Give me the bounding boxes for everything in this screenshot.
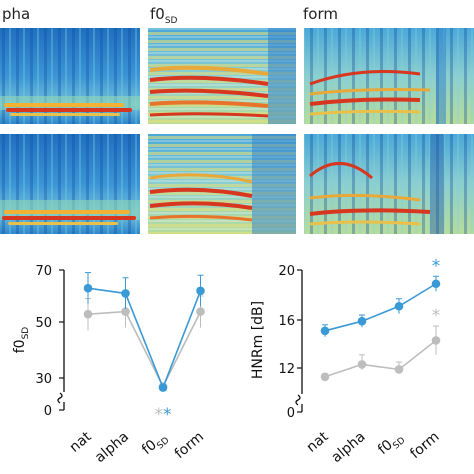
data-point: [121, 289, 130, 298]
spectrogram-alpha-1: [0, 28, 140, 124]
y-axis-title: HNRm [dB]: [250, 301, 266, 379]
series-1: [320, 325, 441, 382]
data-point: [431, 279, 441, 289]
series-0: [83, 272, 205, 392]
x-tick-label: form: [407, 429, 442, 462]
significance-marker: *: [432, 256, 441, 276]
y-tick-label: 50: [35, 316, 52, 331]
data-point: [357, 316, 367, 326]
y-tick-label: 20: [278, 264, 295, 279]
series-0-line: [324, 283, 437, 332]
series-1-line: [324, 339, 437, 378]
series-0-line: [87, 287, 202, 390]
spectrogram-label-alpha: pha: [2, 5, 30, 23]
data-point: [158, 383, 168, 392]
y-axis-title: f0SD: [12, 327, 31, 354]
spectrogram-alpha-2: [0, 134, 140, 234]
data-point: [83, 283, 93, 293]
data-point: [394, 365, 404, 374]
y-tick-label: 0: [44, 404, 52, 419]
series-0: [320, 275, 441, 337]
series-1: [83, 295, 205, 391]
spectrogram-f0sd-2: [148, 134, 296, 234]
spectrogram-form-1: [304, 28, 474, 124]
series-1-line: [87, 310, 202, 389]
data-point: [121, 307, 130, 316]
x-tick-label: alpha: [329, 429, 369, 466]
data-point: [394, 301, 404, 311]
x-tick-label: nat: [304, 428, 332, 455]
data-point: [196, 286, 205, 296]
significance-marker: *: [432, 306, 441, 326]
data-point: [83, 309, 93, 319]
axis-break: [57, 392, 63, 404]
x-tick-label: f0SD: [375, 429, 408, 461]
y-tick-label: 30: [35, 372, 52, 387]
spectrogram-form-2: [304, 134, 474, 234]
spectrogram-label-form: form: [303, 5, 338, 23]
data-point: [320, 326, 330, 336]
y-tick-label: 12: [278, 362, 295, 377]
data-point: [431, 336, 441, 345]
data-point: [196, 307, 205, 316]
y-tick-label: 16: [278, 314, 295, 329]
axis-break: [295, 394, 301, 406]
y-tick-label: 0: [287, 406, 295, 421]
significance-marker: **: [155, 405, 172, 425]
x-tick-label: alpha: [92, 429, 132, 466]
x-tick-label: form: [172, 429, 207, 462]
spectrogram-f0sd-1: [148, 28, 296, 124]
x-tick-label: f0SD: [139, 429, 172, 461]
spectrogram-label-f0sd: f0SD: [150, 5, 178, 26]
data-point: [357, 360, 367, 369]
y-tick-label: 70: [35, 264, 52, 279]
x-tick-label: nat: [67, 428, 95, 455]
data-point: [320, 372, 330, 382]
